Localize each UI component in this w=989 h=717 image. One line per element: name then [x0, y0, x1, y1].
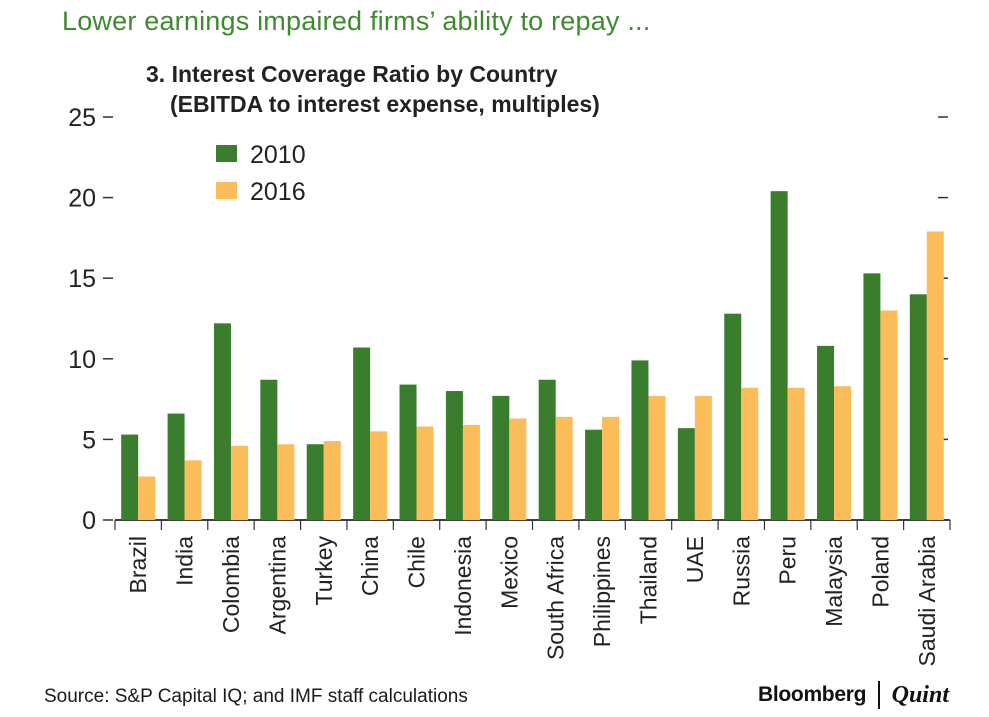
headline: Lower earnings impaired firms’ ability t…: [62, 6, 651, 36]
bar-2010: [353, 347, 371, 520]
bar-2016: [555, 416, 573, 520]
x-tick-label: UAE: [682, 536, 708, 583]
x-tick-labels: Brazil India Colombia Argentina Turkey China C…: [125, 536, 940, 667]
bar-2010: [770, 191, 788, 521]
bar-2010: [585, 429, 603, 520]
x-tick-label: Saudi Arabia: [914, 536, 940, 667]
bar-2016: [741, 387, 759, 520]
bar-2016: [184, 460, 202, 520]
bar-2016: [462, 424, 480, 520]
y-tick-label: 25: [68, 104, 96, 132]
x-tick-label: Peru: [775, 536, 801, 585]
bar-2010: [909, 294, 927, 520]
bar-2010: [817, 345, 835, 520]
y-tick-label: 15: [68, 265, 96, 293]
bars: [121, 191, 944, 521]
bar-2016: [416, 426, 434, 520]
x-tick-label: Poland: [867, 536, 893, 608]
bar-2016: [880, 310, 898, 520]
bar-2016: [138, 476, 156, 520]
bar-2016: [694, 395, 712, 520]
brand-separator: [878, 681, 880, 709]
x-tick-label: Mexico: [496, 536, 522, 609]
bar-2010: [445, 391, 463, 520]
y-tick-label: 0: [82, 507, 96, 535]
y-tick-label: 5: [82, 426, 96, 454]
x-tick-label: Thailand: [635, 536, 661, 624]
bar-2016: [230, 445, 248, 520]
brand-sub: Quint: [891, 681, 949, 708]
bar-2010: [724, 313, 742, 520]
legend-swatch: [216, 182, 237, 199]
bar-2010: [492, 395, 510, 520]
x-tick-label: India: [172, 536, 198, 586]
bar-2016: [602, 416, 620, 520]
bar-2016: [370, 431, 388, 520]
bar-2016: [509, 418, 527, 520]
bar-2010: [121, 434, 139, 520]
bar-2010: [167, 413, 185, 520]
bar-2016: [926, 231, 944, 520]
y-tick-label: 20: [68, 185, 96, 213]
bar-2010: [538, 379, 556, 520]
bar-2016: [834, 386, 852, 520]
bar-2010: [399, 384, 417, 520]
brand-main: Bloomberg: [757, 683, 867, 706]
bar-2010: [863, 273, 881, 520]
x-tick-label: China: [357, 536, 383, 596]
bar-2016: [277, 444, 295, 520]
bar-2010: [213, 323, 231, 520]
x-tick-label: Russia: [728, 536, 754, 607]
x-tick-label: Brazil: [125, 536, 151, 594]
x-tick-label: Colombia: [218, 536, 244, 633]
bar-2010: [260, 379, 278, 520]
bar-2016: [787, 387, 805, 520]
y-tick-label: 10: [68, 346, 96, 374]
x-tick-label: Philippines: [589, 536, 615, 647]
x-tick-label: South Africa: [543, 536, 569, 660]
bar-2010: [677, 428, 695, 520]
x-tick-label: Malaysia: [821, 536, 847, 627]
bar-2016: [648, 395, 666, 520]
x-tick-label: Indonesia: [450, 536, 476, 636]
source-note: Source: S&P Capital IQ; and IMF staff ca…: [44, 686, 468, 707]
bar-2016: [323, 441, 341, 520]
axes: 0 5 10 15 20 25: [68, 104, 951, 535]
legend-label: 2016: [250, 178, 306, 206]
x-tick-label: Chile: [404, 536, 430, 588]
chart-title-line2: (EBITDA to interest expense, multiples): [170, 91, 600, 117]
chart-title-line1: 3. Interest Coverage Ratio by Country: [146, 61, 558, 87]
brand-logo: Bloomberg Quint: [758, 681, 949, 709]
x-tick-label: Turkey: [311, 536, 337, 606]
legend: 2010 2016: [216, 141, 306, 206]
bar-2010: [631, 360, 649, 520]
bar-2010: [306, 444, 324, 520]
legend-swatch: [216, 145, 237, 162]
x-tick-label: Argentina: [264, 536, 290, 635]
legend-label: 2010: [250, 141, 306, 169]
